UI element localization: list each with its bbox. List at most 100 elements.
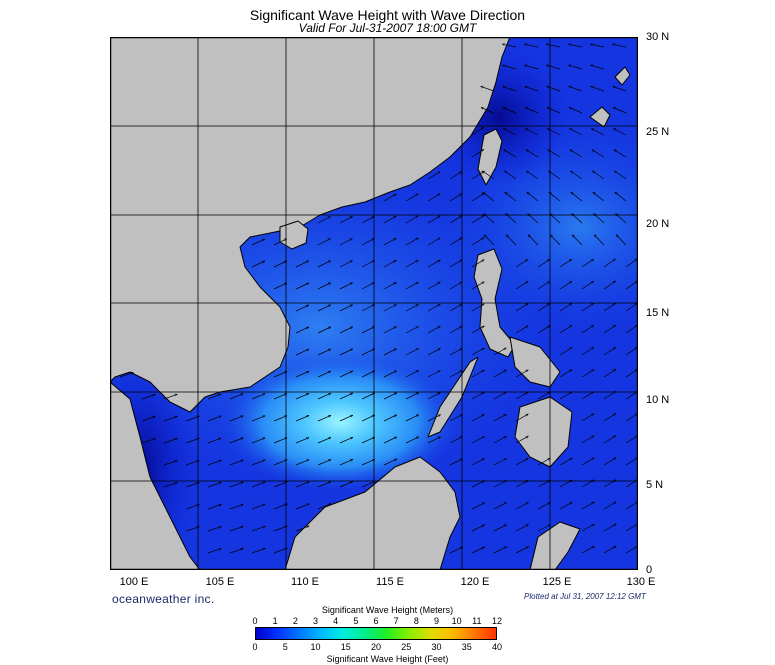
wave-direction-arrow xyxy=(339,415,353,422)
wave-direction-arrow xyxy=(185,438,199,444)
wave-direction-arrow xyxy=(317,371,331,378)
wave-direction-arrow xyxy=(625,391,638,400)
wave-direction-arrow xyxy=(568,44,583,48)
wave-direction-arrow xyxy=(581,414,594,422)
wave-direction-arrow xyxy=(317,438,331,444)
wave-direction-arrow xyxy=(449,459,463,466)
lon-label-110e: 110 E xyxy=(291,576,319,588)
wave-direction-arrow xyxy=(603,281,616,290)
wave-direction-arrow xyxy=(207,482,221,488)
wave-direction-arrow xyxy=(481,108,495,114)
wave-direction-arrow xyxy=(569,86,583,92)
meter-tick-label: 4 xyxy=(333,616,339,626)
wave-direction-arrow xyxy=(449,282,462,290)
wave-direction-arrow xyxy=(515,414,528,422)
wave-direction-arrow xyxy=(383,282,396,290)
wave-direction-arrow xyxy=(493,503,507,510)
wave-direction-arrow xyxy=(361,393,375,400)
wave-direction-arrow xyxy=(570,129,583,136)
wave-direction-arrow xyxy=(273,394,287,400)
wave-direction-arrow xyxy=(339,459,353,466)
lat-label-0: 0 xyxy=(646,564,653,576)
wave-direction-arrow xyxy=(317,415,331,422)
wave-direction-arrow xyxy=(625,546,638,554)
wave-direction-arrow xyxy=(603,546,616,554)
wave-direction-arrow xyxy=(493,481,506,488)
wave-direction-arrow xyxy=(317,261,331,268)
wave-direction-arrow xyxy=(515,392,528,400)
wave-direction-arrow xyxy=(515,326,528,334)
wave-direction-arrow xyxy=(295,393,309,400)
wave-direction-arrow xyxy=(625,369,638,378)
meter-tick-label: 2 xyxy=(292,616,298,626)
wave-direction-arrow xyxy=(405,349,418,356)
wave-direction-arrow xyxy=(185,527,199,532)
wave-direction-arrow xyxy=(229,526,243,532)
wave-direction-arrow xyxy=(524,44,539,48)
wave-direction-arrow xyxy=(295,438,309,444)
land-palawan xyxy=(427,356,479,438)
wave-direction-arrow xyxy=(571,192,583,202)
wave-direction-arrow xyxy=(141,439,155,444)
wave-direction-arrow xyxy=(339,327,353,334)
wave-direction-arrow xyxy=(570,150,583,158)
wave-direction-arrow xyxy=(493,436,506,444)
wave-direction-arrow xyxy=(559,392,572,400)
wave-direction-arrow xyxy=(339,437,353,444)
wave-direction-arrow xyxy=(295,283,309,290)
land-asia-mainland xyxy=(110,37,511,413)
wave-direction-arrow xyxy=(525,108,539,114)
wave-direction-arrow xyxy=(317,460,331,466)
wave-direction-arrow xyxy=(339,305,353,312)
wave-direction-arrow xyxy=(361,327,375,334)
wave-direction-arrow xyxy=(615,171,627,180)
feet-tick-label: 0 xyxy=(252,642,258,652)
wave-direction-arrow xyxy=(295,460,309,466)
wave-direction-arrow xyxy=(427,371,440,378)
wave-direction-arrow xyxy=(581,458,594,466)
wave-direction-arrow xyxy=(163,483,177,488)
wave-direction-arrow xyxy=(625,436,638,444)
wave-direction-arrow xyxy=(251,394,265,400)
land-masses xyxy=(110,37,631,570)
wave-direction-arrow xyxy=(207,460,221,466)
wave-direction-arrow xyxy=(549,171,561,180)
wave-direction-arrow xyxy=(537,304,550,312)
wave-direction-arrow xyxy=(339,482,353,488)
wave-direction-arrow xyxy=(537,480,550,488)
wave-direction-arrow xyxy=(471,459,484,466)
colorbar-title-meters: Significant Wave Height (Meters) xyxy=(321,605,454,615)
wave-direction-arrow xyxy=(471,481,485,488)
wave-direction-arrow xyxy=(295,504,309,510)
wave-direction-arrow xyxy=(427,194,440,202)
meter-tick-label: 9 xyxy=(433,616,440,626)
wave-direction-arrow xyxy=(625,347,638,356)
wave-direction-arrow xyxy=(295,526,309,532)
wave-direction-arrow xyxy=(614,150,627,158)
wave-direction-arrow xyxy=(625,458,638,466)
wave-direction-arrow xyxy=(361,459,375,466)
wave-direction-arrow xyxy=(506,235,517,246)
wave-direction-arrow xyxy=(273,460,287,466)
lat-label-20n: 20 N xyxy=(646,218,670,230)
wave-direction-arrow xyxy=(361,371,375,378)
wave-direction-arrow xyxy=(504,129,517,136)
wave-direction-arrow xyxy=(471,326,484,334)
wave-direction-arrow xyxy=(503,86,517,92)
wave-direction-arrow xyxy=(185,460,199,466)
wave-direction-arrow xyxy=(383,260,396,268)
wave-direction-arrow xyxy=(383,415,397,422)
wave-direction-arrow xyxy=(559,259,572,268)
lon-label-125e: 125 E xyxy=(542,576,572,588)
wave-direction-arrow xyxy=(295,371,309,378)
wave-direction-arrow xyxy=(581,502,594,510)
wave-direction-arrow xyxy=(251,504,265,510)
wave-direction-arrow xyxy=(295,416,309,422)
wave-direction-arrow xyxy=(273,482,287,488)
wave-direction-arrow xyxy=(625,325,638,334)
wave-direction-arrow xyxy=(515,436,528,444)
wave-direction-arrow xyxy=(471,238,484,246)
wave-direction-arrow xyxy=(592,129,605,136)
wave-direction-arrow xyxy=(572,235,583,246)
meter-tick-label: 12 xyxy=(491,616,503,626)
